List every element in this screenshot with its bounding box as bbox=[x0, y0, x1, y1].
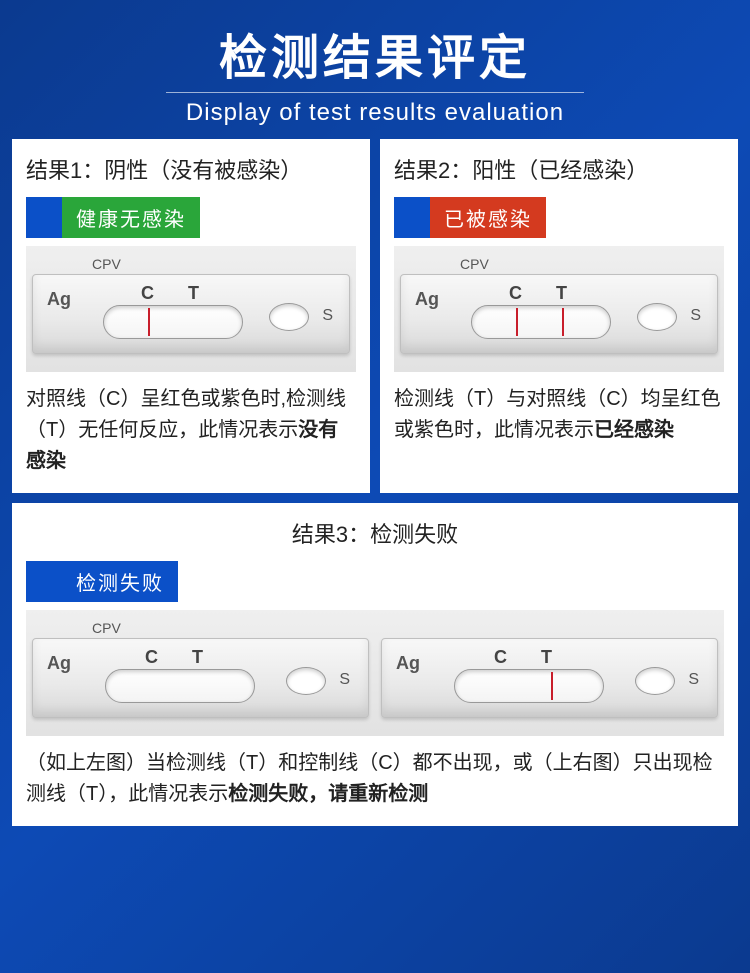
t-label: T bbox=[188, 283, 199, 304]
sample-well-icon bbox=[286, 667, 326, 695]
cassette-area-1: CPV Ag C T S bbox=[26, 246, 356, 372]
ct-labels: C T bbox=[145, 647, 203, 668]
result-3-card: 结果3：检测失败 检测失败 CPV Ag C T S CP bbox=[12, 503, 738, 826]
ag-label: Ag bbox=[415, 289, 439, 310]
result-1-title: 结果1：阴性（没有被感染） bbox=[26, 153, 356, 185]
cpv-label: CPV bbox=[92, 256, 350, 272]
t-line-icon bbox=[562, 308, 564, 336]
ag-label: Ag bbox=[47, 289, 71, 310]
s-label: S bbox=[339, 671, 350, 689]
cpv-label: CPV bbox=[460, 256, 718, 272]
result-window bbox=[103, 305, 243, 339]
test-cassette: Ag C T S bbox=[400, 274, 718, 354]
desc-bold: 已经感染 bbox=[594, 419, 674, 441]
tag-accent bbox=[394, 197, 430, 238]
s-label: S bbox=[690, 307, 701, 325]
tag-accent bbox=[26, 197, 62, 238]
test-cassette: Ag C T S bbox=[32, 638, 369, 718]
ct-labels: C T bbox=[494, 647, 552, 668]
c-label: C bbox=[145, 647, 158, 668]
s-label: S bbox=[688, 671, 699, 689]
result-3-tag: 检测失败 bbox=[26, 561, 724, 602]
t-line-icon bbox=[551, 672, 553, 700]
t-label: T bbox=[556, 283, 567, 304]
ag-label: Ag bbox=[396, 653, 420, 674]
cassette-right: CPV Ag C T S bbox=[381, 620, 718, 718]
result-1-card: 结果1：阴性（没有被感染） 健康无感染 CPV Ag C T S 对照线（C）呈… bbox=[12, 139, 370, 493]
cpv-label: CPV bbox=[92, 620, 369, 636]
result-2-tag: 已被感染 bbox=[394, 197, 724, 238]
ct-labels: C T bbox=[509, 283, 567, 304]
result-window bbox=[471, 305, 611, 339]
result-1-tag: 健康无感染 bbox=[26, 197, 356, 238]
sample-well-icon bbox=[635, 667, 675, 695]
c-label: C bbox=[494, 647, 507, 668]
ag-label: Ag bbox=[47, 653, 71, 674]
result-2-title: 结果2：阳性（已经感染） bbox=[394, 153, 724, 185]
result-window bbox=[105, 669, 255, 703]
cassette-area-2: CPV Ag C T S bbox=[394, 246, 724, 372]
desc-bold: 检测失败，请重新检测 bbox=[228, 783, 428, 805]
c-label: C bbox=[141, 283, 154, 304]
sample-well-icon bbox=[269, 303, 309, 331]
s-label: S bbox=[322, 307, 333, 325]
cassette-area-3: CPV Ag C T S CPV Ag C bbox=[26, 610, 724, 736]
tag-accent bbox=[26, 561, 62, 602]
tag-label-healthy: 健康无感染 bbox=[62, 197, 200, 238]
test-cassette: Ag C T S bbox=[381, 638, 718, 718]
result-3-desc: （如上左图）当检测线（T）和控制线（C）都不出现，或（上右图）只出现检测线（T）… bbox=[26, 748, 724, 810]
t-label: T bbox=[192, 647, 203, 668]
page-subtitle: Display of test results evaluation bbox=[166, 92, 584, 127]
result-2-desc: 检测线（T）与对照线（C）均呈红色或紫色时，此情况表示已经感染 bbox=[394, 384, 724, 446]
result-1-desc: 对照线（C）呈红色或紫色时,检测线（T）无任何反应，此情况表示没有感染 bbox=[26, 384, 356, 477]
cassette-left: CPV Ag C T S bbox=[32, 620, 369, 718]
result-3-title: 结果3：检测失败 bbox=[26, 517, 724, 549]
sample-well-icon bbox=[637, 303, 677, 331]
page-title: 检测结果评定 bbox=[0, 18, 750, 88]
result-2-card: 结果2：阳性（已经感染） 已被感染 CPV Ag C T S 检测 bbox=[380, 139, 738, 493]
ct-labels: C T bbox=[141, 283, 199, 304]
tag-label-infected: 已被感染 bbox=[430, 197, 546, 238]
header: 检测结果评定 Display of test results evaluatio… bbox=[0, 0, 750, 139]
test-cassette: Ag C T S bbox=[32, 274, 350, 354]
t-label: T bbox=[541, 647, 552, 668]
c-line-icon bbox=[516, 308, 518, 336]
results-grid: 结果1：阴性（没有被感染） 健康无感染 CPV Ag C T S 对照线（C）呈… bbox=[0, 139, 750, 826]
c-line-icon bbox=[148, 308, 150, 336]
tag-label-failed: 检测失败 bbox=[62, 561, 178, 602]
c-label: C bbox=[509, 283, 522, 304]
result-window bbox=[454, 669, 604, 703]
